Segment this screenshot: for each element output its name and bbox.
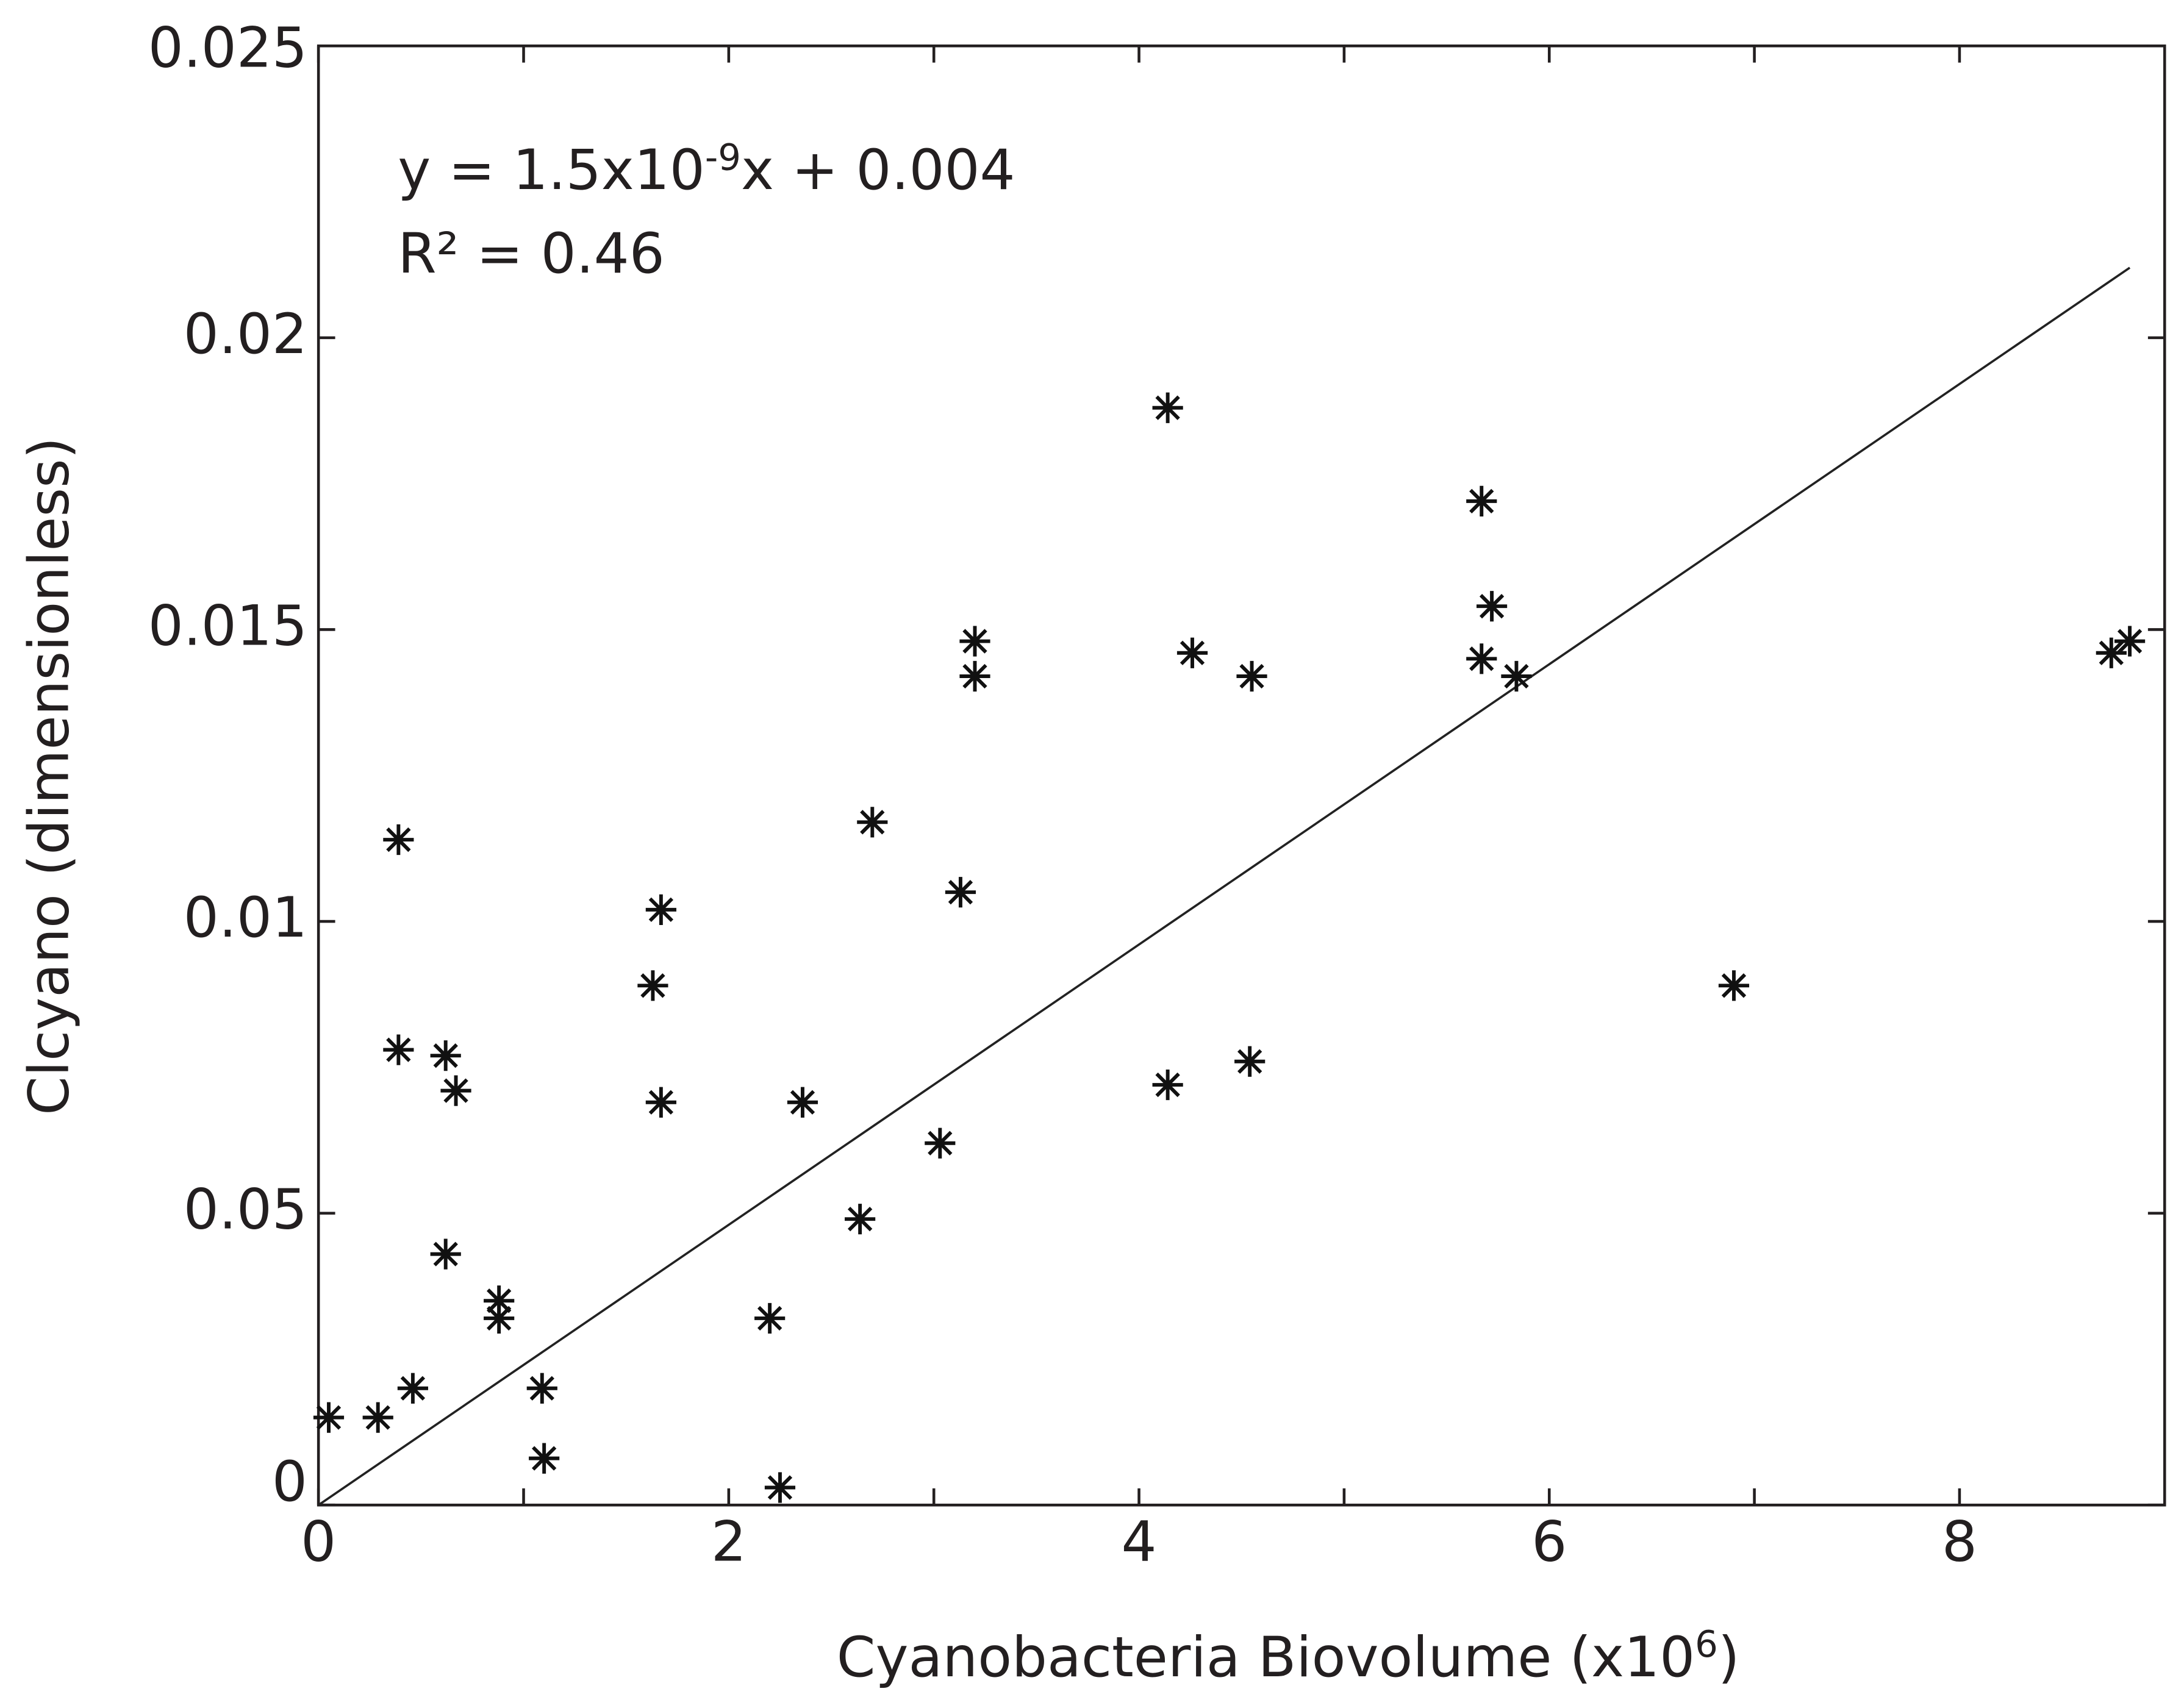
x-axis-label: Cyanobacteria Biovolume (x106) [837, 1623, 1740, 1690]
equation-rest: x + 0.004 [741, 137, 1015, 202]
point [484, 1302, 515, 1334]
y-tick-label: 0.025 [148, 15, 307, 80]
point [362, 1402, 393, 1433]
point [645, 1087, 676, 1118]
point [397, 1373, 428, 1404]
r-squared: R² = 0.46 [398, 221, 665, 286]
x-tick-label: 6 [1531, 1509, 1567, 1574]
x-label-end: ) [1718, 1624, 1740, 1690]
point [637, 970, 668, 1001]
point [845, 1204, 876, 1235]
point [383, 824, 414, 856]
x-label-sup: 6 [1695, 1623, 1718, 1665]
point [2114, 626, 2146, 657]
point [764, 1472, 796, 1503]
point [1236, 660, 1267, 692]
point [645, 894, 676, 925]
point [754, 1302, 786, 1334]
point [484, 1285, 515, 1317]
x-tick-label: 8 [1942, 1509, 1977, 1574]
y-tick-label: 0.05 [184, 1177, 307, 1242]
point [2096, 637, 2127, 668]
point [1466, 643, 1497, 674]
point [1234, 1046, 1266, 1077]
point [383, 1034, 414, 1065]
x-label-text: Cyanobacteria Biovolume (x10 [837, 1624, 1695, 1690]
point [430, 1238, 461, 1270]
equation: y = 1.5x10-9x + 0.004 [398, 136, 1015, 202]
point [787, 1087, 818, 1118]
y-tick-label: 0 [272, 1449, 307, 1514]
point [1152, 1069, 1183, 1101]
x-tick-label: 0 [301, 1509, 336, 1574]
fit-line [318, 266, 2131, 1506]
point [1718, 970, 1750, 1001]
point [1501, 660, 1532, 692]
point [857, 807, 888, 838]
point [529, 1443, 560, 1474]
plot-frame [317, 44, 2166, 1507]
point [1176, 637, 1208, 668]
point [925, 1127, 956, 1159]
point [1476, 591, 1508, 622]
point [959, 660, 990, 692]
point [313, 1402, 345, 1433]
point [430, 1040, 461, 1071]
equation-base: y = 1.5x10 [398, 137, 705, 202]
point [959, 626, 990, 657]
point [945, 877, 976, 908]
y-tick-label: 0.01 [184, 885, 307, 950]
x-tick-label: 4 [1122, 1509, 1157, 1574]
y-tick-label: 0.02 [184, 301, 307, 366]
point [440, 1075, 471, 1106]
point [1466, 485, 1497, 516]
y-axis-label: Clcyano (dimensionless) [16, 437, 82, 1115]
equation-exp: -9 [705, 136, 741, 178]
point [526, 1373, 557, 1404]
x-tick-label: 2 [711, 1509, 746, 1574]
y-tick-label: 0.015 [148, 593, 307, 658]
point [1152, 392, 1183, 423]
